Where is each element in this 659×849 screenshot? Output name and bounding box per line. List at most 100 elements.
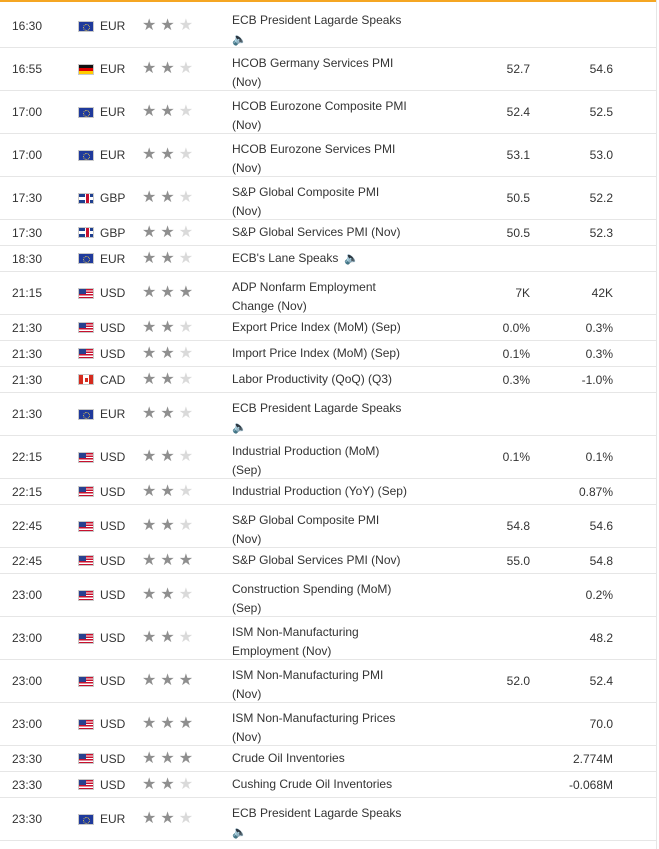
table-row[interactable]: 16:30 EUR ★ ★ ★ ECB President Lagarde Speaks 🔈	[0, 5, 656, 48]
event-name[interactable]: Industrial Production (YoY) (Sep)	[232, 479, 447, 504]
speaker-icon[interactable]: 🔈	[232, 420, 247, 434]
event-name[interactable]: S&P Global Composite PMI (Nov)	[232, 505, 447, 547]
table-row[interactable]: 23:30 USD ★ ★ ★ Cushing Crude Oil Inventories…	[0, 772, 656, 798]
table-row[interactable]: 22:15 USD ★ ★ ★ Industrial Production (YoY) (…	[0, 479, 656, 505]
event-name-line: (Nov)	[232, 75, 262, 89]
event-name[interactable]: HCOB Germany Services PMI (Nov)	[232, 48, 447, 90]
table-row[interactable]: 23:30 USD ★ ★ ★ Crude Oil Inventories 2.774M	[0, 746, 656, 772]
table-row[interactable]: 21:30 EUR ★ ★ ★ ECB President Lagarde Speaks 🔈	[0, 393, 656, 436]
speaker-icon[interactable]: 🔈	[232, 32, 247, 46]
flag-cell	[78, 367, 96, 392]
table-row[interactable]: 23:00 USD ★ ★ ★ ISM Non-Manufacturing Employme…	[0, 617, 656, 660]
event-name[interactable]: ECB President Lagarde Speaks 🔈	[232, 5, 447, 47]
event-time: 23:30	[12, 812, 43, 826]
event-name[interactable]: HCOB Eurozone Composite PMI (Nov)	[232, 91, 447, 133]
star-icon: ★	[178, 370, 194, 388]
event-time: 23:00	[12, 631, 43, 645]
star-icon: ★	[178, 810, 194, 827]
table-row[interactable]: 22:45 USD ★ ★ ★ S&P Global Services PMI (Nov)…	[0, 548, 656, 574]
event-time: 22:15	[12, 484, 43, 499]
speaker-icon[interactable]: 🔈	[344, 251, 360, 265]
event-name[interactable]: Export Price Index (MoM) (Sep)	[232, 315, 447, 340]
event-time: 21:30	[12, 372, 43, 387]
table-row[interactable]: 17:30 GBP ★ ★ ★ S&P Global Composite PMI (Nov)…	[0, 177, 656, 220]
table-row[interactable]: 21:30 USD ★ ★ ★ Import Price Index (MoM) (Sep…	[0, 341, 656, 367]
event-name[interactable]: Cushing Crude Oil Inventories	[232, 772, 447, 797]
star-icon: ★	[142, 17, 157, 34]
table-row[interactable]: 21:30 USD ★ ★ ★ Export Price Index (MoM) (Sep…	[0, 315, 656, 341]
star-icon: ★	[178, 223, 194, 241]
star-icon: ★	[178, 60, 194, 77]
star-icon: ★	[142, 672, 157, 689]
event-name-line: S&P Global Composite PMI	[232, 185, 380, 199]
flag-us-icon	[78, 589, 94, 601]
event-name[interactable]: Construction Spending (MoM) (Sep)	[232, 574, 447, 616]
importance-stars: ★ ★ ★	[142, 367, 202, 392]
event-name[interactable]: S&P Global Services PMI (Nov)	[232, 220, 447, 245]
currency-code: USD	[100, 717, 126, 731]
event-name-line: Change (Nov)	[232, 299, 307, 313]
event-name[interactable]: ISM Non-Manufacturing Prices (Nov)	[232, 703, 447, 745]
event-name[interactable]: ECB President Lagarde Speaks 🔈	[232, 393, 447, 435]
event-time: 17:30	[12, 225, 43, 240]
star-icon: ★	[142, 482, 157, 500]
currency-code: EUR	[100, 812, 126, 826]
flag-cell	[78, 436, 96, 478]
star-icon: ★	[178, 189, 194, 206]
event-time: 18:30	[12, 251, 43, 266]
actual-value: 50.5	[506, 225, 530, 240]
table-row[interactable]: 22:45 USD ★ ★ ★ S&P Global Composite PMI (Nov)…	[0, 505, 656, 548]
star-icon: ★	[178, 482, 194, 500]
event-name-line: ECB President Lagarde Speaks	[232, 806, 402, 820]
table-row[interactable]: 23:00 USD ★ ★ ★ ISM Non-Manufacturing Prices(…	[0, 703, 656, 746]
event-name[interactable]: ECB President Lagarde Speaks 🔈	[232, 798, 447, 840]
table-row[interactable]: 17:00 EUR ★ ★ ★ HCOB Eurozone Services PMI (No…	[0, 134, 656, 177]
table-row[interactable]: 16:55 EUR ★ ★ ★ HCOB Germany Services PMI (Nov…	[0, 48, 656, 91]
previous-value: 52.2	[589, 191, 613, 205]
table-row[interactable]: 17:30 GBP ★ ★ ★ S&P Global Services PMI (Nov)…	[0, 220, 656, 246]
event-name[interactable]: ISM Non-Manufacturing Employment (Nov)	[232, 617, 447, 659]
table-row[interactable]: 21:30 CAD ★ ★ ★ Labor Productivity (QoQ) (Q3)…	[0, 367, 656, 393]
currency-code: EUR	[100, 62, 126, 76]
actual-value: 54.8	[506, 519, 530, 533]
event-name[interactable]: S&P Global Composite PMI (Nov)	[232, 177, 447, 219]
event-name[interactable]: Labor Productivity (QoQ) (Q3)	[232, 367, 447, 392]
speaker-icon[interactable]: 🔈	[232, 825, 247, 839]
table-row[interactable]: 23:00 USD ★ ★ ★ ISM Non-Manufacturing PMI (Nov…	[0, 660, 656, 703]
currency-code: USD	[100, 320, 126, 335]
event-name[interactable]: HCOB Eurozone Services PMI (Nov)	[232, 134, 447, 176]
event-name[interactable]: ECB's Lane Speaks 🔈	[232, 246, 447, 271]
currency-code: USD	[100, 674, 126, 688]
event-name[interactable]: ADP Nonfarm Employment Change (Nov)	[232, 272, 447, 314]
table-row[interactable]: 23:30 EUR ★ ★ ★ ECB President Lagarde Speaks 🔈	[0, 798, 656, 841]
previous-value: 0.3%	[585, 346, 613, 361]
event-time: 23:00	[12, 674, 43, 688]
star-icon: ★	[160, 189, 175, 206]
event-name[interactable]: Industrial Production (MoM) (Sep)	[232, 436, 447, 478]
previous-value: 52.4	[589, 674, 613, 688]
star-icon: ★	[142, 448, 157, 465]
table-row[interactable]: 22:15 USD ★ ★ ★ Industrial Production (MoM) (S…	[0, 436, 656, 479]
event-name-line: (Nov)	[232, 532, 262, 546]
table-row[interactable]: 23:00 USD ★ ★ ★ Construction Spending (MoM) (S…	[0, 574, 656, 617]
actual-value: 0.1%	[502, 450, 530, 464]
table-row[interactable]: 21:15 USD ★ ★ ★ ADP Nonfarm Employment Change …	[0, 272, 656, 315]
previous-value	[530, 246, 613, 271]
event-name-line: HCOB Eurozone Composite PMI	[232, 99, 407, 113]
flag-cell	[78, 548, 96, 573]
currency-code: USD	[100, 519, 126, 533]
event-name[interactable]: Crude Oil Inventories	[232, 746, 447, 771]
star-icon: ★	[160, 318, 175, 336]
table-row[interactable]: 17:00 EUR ★ ★ ★ HCOB Eurozone Composite PMI (N…	[0, 91, 656, 134]
flag-cell	[78, 341, 96, 366]
table-row[interactable]: 18:30 EUR ★ ★ ★ ECB's Lane Speaks 🔈	[0, 246, 656, 272]
event-name[interactable]: Import Price Index (MoM) (Sep)	[232, 341, 447, 366]
previous-value: 0.87%	[578, 484, 613, 499]
star-icon: ★	[178, 715, 194, 732]
flag-cell	[78, 48, 96, 90]
event-name[interactable]: S&P Global Services PMI (Nov)	[232, 548, 447, 573]
event-time: 22:15	[12, 450, 43, 464]
event-name[interactable]: ISM Non-Manufacturing PMI (Nov)	[232, 660, 447, 702]
previous-value: -1.0%	[581, 372, 613, 387]
currency-code: USD	[100, 286, 126, 300]
